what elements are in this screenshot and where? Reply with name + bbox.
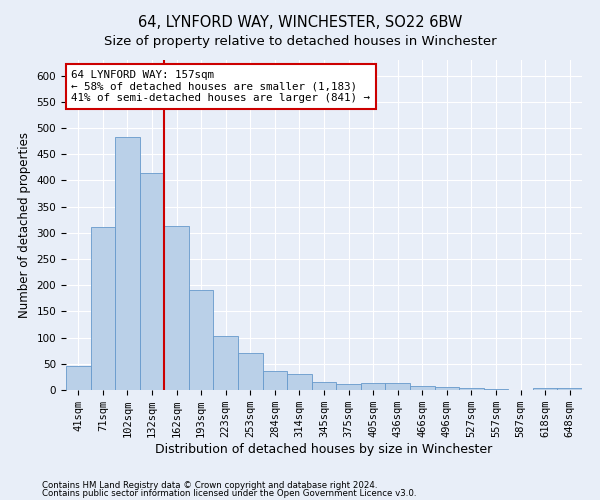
Bar	[287, 374, 312, 390]
Bar	[533, 388, 557, 390]
Bar	[410, 386, 434, 390]
Bar	[91, 227, 115, 390]
Bar	[66, 366, 91, 390]
Bar	[557, 388, 582, 390]
Bar	[361, 382, 385, 390]
Bar	[312, 382, 336, 390]
Bar	[263, 370, 287, 390]
Bar	[238, 354, 263, 390]
Bar	[189, 290, 214, 390]
Bar	[164, 226, 189, 390]
Text: Contains public sector information licensed under the Open Government Licence v3: Contains public sector information licen…	[42, 489, 416, 498]
Bar	[214, 336, 238, 390]
Bar	[434, 388, 459, 390]
Text: Contains HM Land Registry data © Crown copyright and database right 2024.: Contains HM Land Registry data © Crown c…	[42, 480, 377, 490]
Bar	[385, 383, 410, 390]
Bar	[115, 137, 140, 390]
Text: 64 LYNFORD WAY: 157sqm
← 58% of detached houses are smaller (1,183)
41% of semi-: 64 LYNFORD WAY: 157sqm ← 58% of detached…	[71, 70, 370, 103]
Bar	[459, 388, 484, 390]
Y-axis label: Number of detached properties: Number of detached properties	[18, 132, 31, 318]
Text: 64, LYNFORD WAY, WINCHESTER, SO22 6BW: 64, LYNFORD WAY, WINCHESTER, SO22 6BW	[138, 15, 462, 30]
Text: Size of property relative to detached houses in Winchester: Size of property relative to detached ho…	[104, 35, 496, 48]
X-axis label: Distribution of detached houses by size in Winchester: Distribution of detached houses by size …	[155, 443, 493, 456]
Bar	[140, 172, 164, 390]
Bar	[336, 384, 361, 390]
